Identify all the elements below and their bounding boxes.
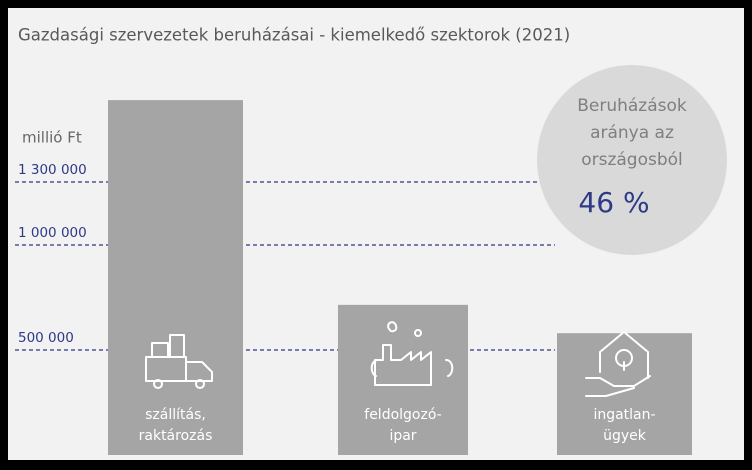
category-label: ingatlan- — [593, 407, 655, 423]
house-icon — [585, 331, 651, 397]
bars: szállítás, raktározás feldolgozó-ipar ingat… — [108, 100, 692, 455]
factory-icon — [370, 321, 454, 386]
bar — [338, 304, 468, 455]
chart-title: Gazdasági szervezetek beruházásai - kiem… — [18, 26, 570, 45]
category-label: feldolgozó- — [364, 407, 441, 423]
category-label: szállítás, — [145, 407, 206, 423]
y-tick-label: 500 000 — [18, 330, 74, 346]
y-axis-label: millió Ft — [22, 129, 82, 147]
annotation-text: Beruházások — [577, 96, 687, 116]
category-label: raktározás — [139, 428, 213, 444]
category-label: ipar — [389, 428, 416, 444]
bar — [108, 100, 243, 455]
annotation-value: 46 % — [578, 186, 649, 219]
y-tick-label: 1 000 000 — [18, 225, 87, 241]
bubble-circle — [537, 65, 727, 255]
icons — [145, 321, 651, 397]
y-tick-label: 1 300 000 — [18, 162, 87, 178]
annotation-text: aránya az — [590, 123, 674, 143]
share-bubble: Beruházások aránya az országosból 46 % — [537, 65, 727, 255]
category-label: ügyek — [603, 428, 647, 444]
bar — [557, 333, 692, 455]
annotation-text: országosból — [581, 150, 683, 170]
truck-icon — [145, 334, 213, 389]
